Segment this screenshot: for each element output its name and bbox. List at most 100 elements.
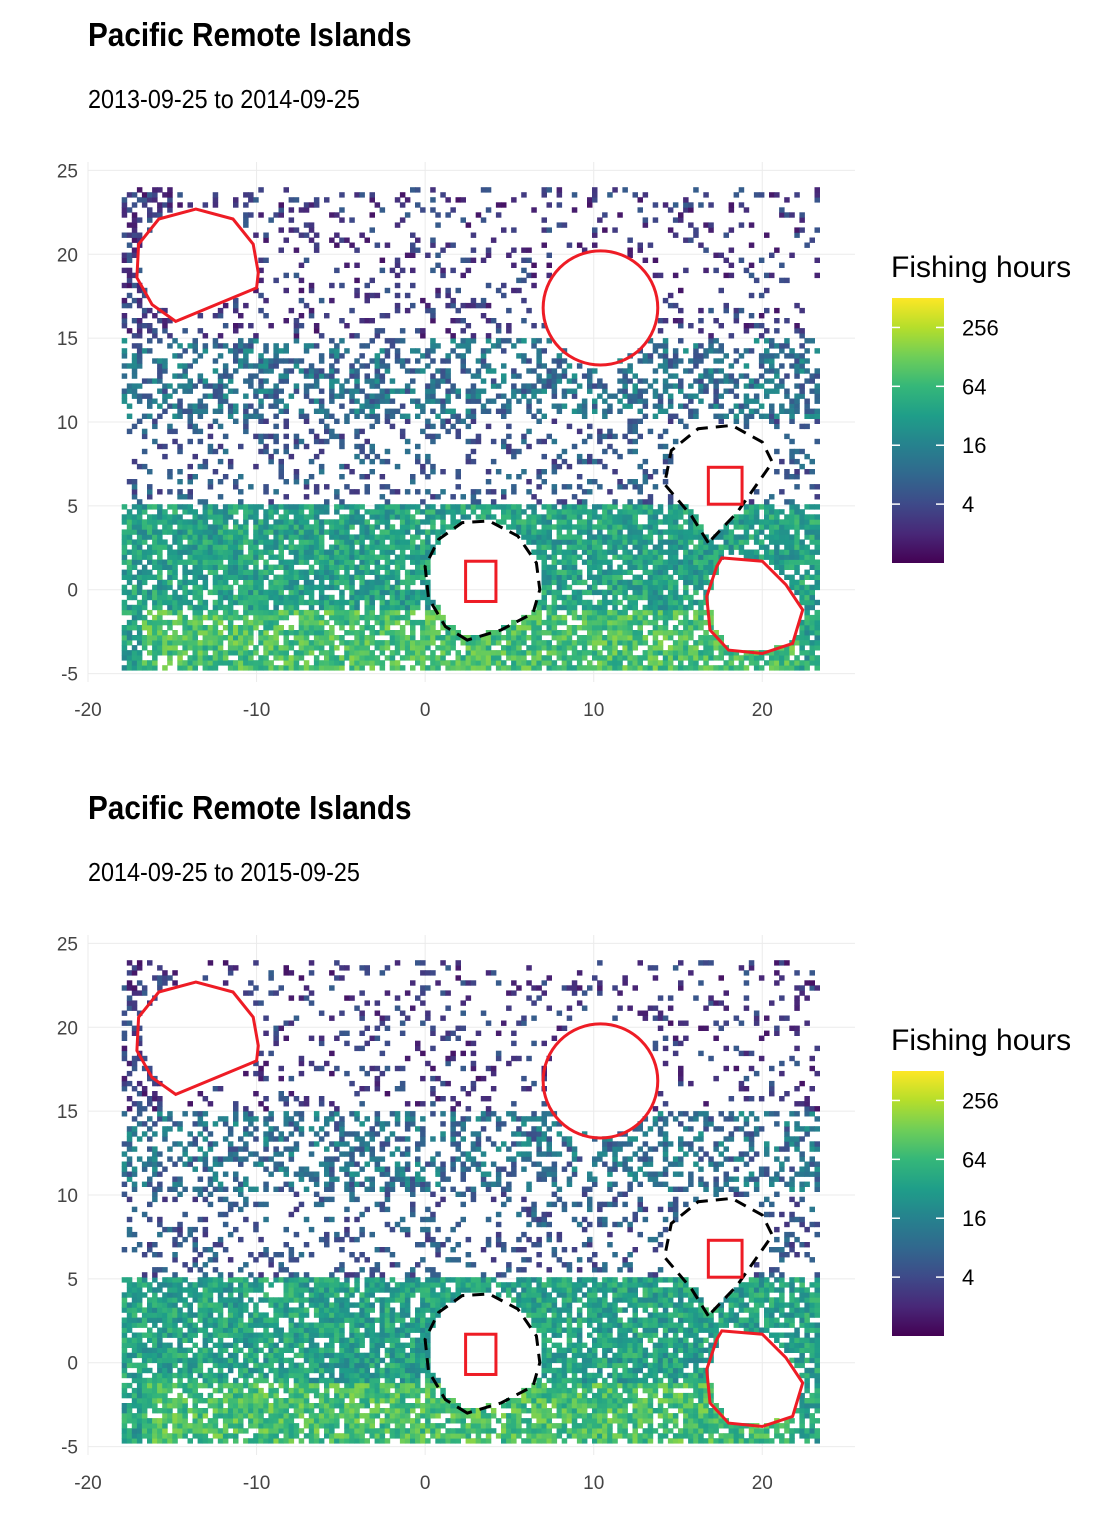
heatmap-cell (188, 409, 194, 414)
heatmap-cell (582, 600, 588, 605)
heatmap-cell (354, 570, 360, 575)
heatmap-cell (203, 394, 209, 399)
heatmap-cell (248, 580, 254, 585)
heatmap-cell (491, 499, 497, 504)
heatmap-cell (359, 645, 365, 650)
heatmap-cell (167, 519, 173, 524)
heatmap-cell (193, 575, 199, 580)
heatmap-cell (531, 389, 537, 394)
heatmap-cell (182, 373, 188, 378)
heatmap-cell (127, 383, 133, 388)
heatmap-cell (638, 620, 644, 625)
heatmap-cell (627, 429, 633, 434)
heatmap-cell (294, 363, 300, 368)
heatmap-cell (228, 640, 234, 645)
heatmap-cell (137, 600, 143, 605)
heatmap-cell (344, 650, 350, 655)
heatmap-cell (385, 560, 391, 565)
heatmap-cell (764, 273, 770, 278)
heatmap-cell (638, 464, 644, 469)
heatmap-cell (238, 630, 244, 635)
heatmap-cell (334, 645, 340, 650)
heatmap-cell (673, 605, 679, 610)
heatmap-cell (486, 504, 492, 509)
heatmap-cell (638, 394, 644, 399)
heatmap-cell (365, 615, 371, 620)
heatmap-cell (279, 389, 285, 394)
heatmap-cell (516, 449, 522, 454)
heatmap-cell (769, 389, 775, 394)
heatmap-cell (127, 665, 133, 670)
heatmap-cell (238, 615, 244, 620)
heatmap-cell (193, 429, 199, 434)
heatmap-cell (218, 600, 224, 605)
heatmap-cell (698, 600, 704, 605)
heatmap-cell (309, 308, 315, 313)
heatmap-cell (122, 313, 128, 318)
heatmap-cell (789, 363, 795, 368)
heatmap-cell (557, 192, 563, 197)
heatmap-cell (243, 343, 249, 348)
heatmap-cell (152, 192, 158, 197)
heatmap-cell (592, 580, 598, 585)
heatmap-cell (622, 539, 628, 544)
heatmap-cell (253, 590, 259, 595)
heatmap-cell (137, 343, 143, 348)
heatmap-cell (693, 650, 699, 655)
heatmap-cell (193, 620, 199, 625)
heatmap-cell (319, 534, 325, 539)
heatmap-cell (410, 539, 416, 544)
heatmap-cell (693, 348, 699, 353)
heatmap-cell (754, 399, 760, 404)
heatmap-cell (764, 509, 770, 514)
heatmap-cell (769, 273, 775, 278)
heatmap-cell (167, 575, 173, 580)
heatmap-cell (152, 650, 158, 655)
heatmap-cell (708, 645, 714, 650)
heatmap-cell (238, 565, 244, 570)
heatmap-cell (334, 348, 340, 353)
heatmap-cell (243, 640, 249, 645)
heatmap-cell (471, 248, 477, 253)
heatmap-cell (622, 615, 628, 620)
heatmap-cell (435, 253, 441, 258)
heatmap-cell (395, 555, 401, 560)
heatmap-cell (213, 605, 219, 610)
heatmap-cell (284, 615, 290, 620)
heatmap-cell (643, 499, 649, 504)
heatmap-cell (203, 550, 209, 555)
heatmap-cell (658, 509, 664, 514)
heatmap-cell (739, 409, 745, 414)
heatmap-cell (182, 575, 188, 580)
heatmap-cell (572, 514, 578, 519)
heatmap-cell (435, 343, 441, 348)
heatmap-cell (203, 640, 209, 645)
heatmap-cell (314, 243, 320, 248)
heatmap-cell (359, 625, 365, 630)
heatmap-cell (218, 519, 224, 524)
heatmap-cell (683, 640, 689, 645)
heatmap-cell (137, 394, 143, 399)
heatmap-cell (365, 238, 371, 243)
heatmap-cell (607, 509, 613, 514)
heatmap-cell (633, 605, 639, 610)
heatmap-cell (137, 529, 143, 534)
heatmap-cell (319, 580, 325, 585)
heatmap-cell (294, 650, 300, 655)
heatmap-cell (380, 494, 386, 499)
heatmap-cell (172, 620, 178, 625)
heatmap-cell (334, 343, 340, 348)
heatmap-cell (314, 534, 320, 539)
heatmap-cell (263, 419, 269, 424)
heatmap-cell (299, 600, 305, 605)
heatmap-cell (597, 459, 603, 464)
heatmap-cell (375, 378, 381, 383)
heatmap-cell (314, 550, 320, 555)
heatmap-cell (552, 550, 558, 555)
heatmap-cell (759, 404, 765, 409)
heatmap-cell (324, 499, 330, 504)
heatmap-cell (521, 625, 527, 630)
heatmap-cell (521, 389, 527, 394)
heatmap-cell (304, 590, 310, 595)
heatmap-cell (354, 605, 360, 610)
